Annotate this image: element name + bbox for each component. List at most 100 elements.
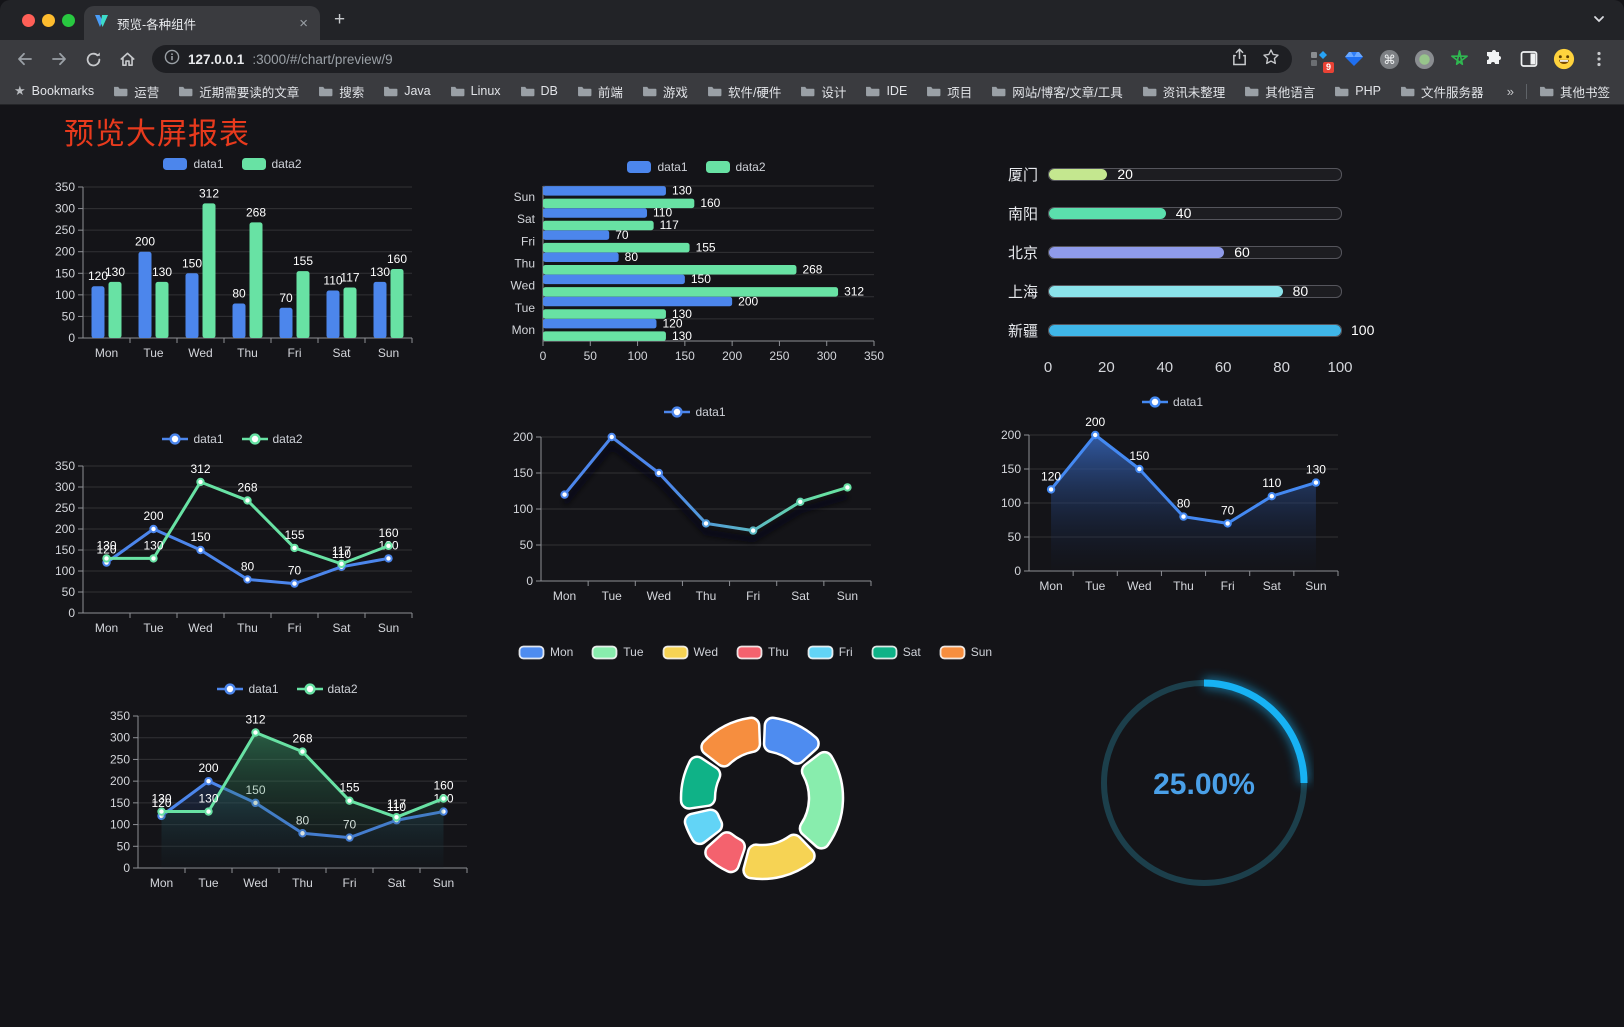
share-icon[interactable]	[1231, 48, 1248, 71]
bookmark-folder-PHP[interactable]: PHP	[1334, 82, 1381, 101]
legend-item-data2[interactable]: data2	[296, 682, 358, 696]
side-panel-icon[interactable]	[1518, 48, 1540, 70]
progress-value: 20	[1117, 166, 1133, 182]
legend-item-data1[interactable]: data1	[163, 157, 224, 171]
menu-dots-icon[interactable]	[1588, 48, 1610, 70]
svg-text:Mon: Mon	[1039, 579, 1062, 593]
browser-tab[interactable]: 预览-各种组件 ×	[84, 6, 320, 40]
legend-item-data2[interactable]: data2	[241, 432, 303, 446]
bookmarks-overflow-chevron[interactable]: »	[1506, 83, 1514, 99]
legend-item-data2[interactable]: data2	[241, 157, 302, 171]
window-minimize-button[interactable]	[42, 14, 55, 27]
svg-text:250: 250	[110, 752, 130, 766]
svg-text:312: 312	[199, 186, 219, 200]
svg-text:150: 150	[190, 530, 210, 544]
window-zoom-button[interactable]	[62, 14, 75, 27]
other-bookmarks[interactable]: 其他书签	[1539, 82, 1610, 101]
svg-text:Sat: Sat	[332, 346, 351, 360]
svg-text:Fri: Fri	[343, 876, 357, 890]
reload-icon[interactable]	[78, 44, 108, 74]
legend-item-data1[interactable]: data1	[217, 682, 279, 696]
legend-item-Sat[interactable]: Sat	[871, 645, 921, 660]
bookmark-folder-近期需要读的文章[interactable]: 近期需要读的文章	[178, 82, 299, 101]
tab-search-chevron-icon[interactable]	[1592, 12, 1606, 31]
bookmark-folder-文件服务器[interactable]: 文件服务器	[1400, 82, 1483, 101]
extension-dot-circle-icon[interactable]	[1413, 48, 1435, 70]
legend-item-Fri[interactable]: Fri	[807, 645, 853, 660]
svg-text:350: 350	[110, 709, 130, 723]
legend-item-data1[interactable]: data1	[664, 405, 726, 419]
svg-text:150: 150	[1001, 462, 1021, 476]
url-path: :3000/#/chart/preview/9	[252, 51, 393, 67]
legend-item-data1[interactable]: data1	[1141, 395, 1203, 409]
svg-text:80: 80	[1177, 497, 1191, 511]
profile-avatar[interactable]	[1553, 48, 1575, 70]
legend-item-Mon[interactable]: Mon	[518, 645, 573, 660]
window-close-button[interactable]	[22, 14, 35, 27]
progress-track: 60	[1048, 244, 1342, 260]
site-info-icon[interactable]	[164, 49, 180, 70]
legend-item-data1[interactable]: data1	[627, 160, 688, 174]
bookmark-folder-其他语言[interactable]: 其他语言	[1244, 82, 1315, 101]
new-tab-button[interactable]: +	[334, 9, 346, 30]
star-icon: ★	[14, 83, 26, 98]
svg-text:Sun: Sun	[378, 346, 399, 360]
donut-slice-Sun[interactable]	[700, 716, 762, 768]
svg-text:Sat: Sat	[332, 621, 351, 635]
svg-text:0: 0	[123, 861, 130, 875]
legend-item-data1[interactable]: data1	[162, 432, 224, 446]
bookmark-star-icon[interactable]	[1262, 48, 1280, 71]
svg-text:70: 70	[1221, 503, 1235, 517]
chart-legend: data1 data2	[45, 151, 420, 177]
svg-text:100: 100	[628, 349, 648, 363]
svg-text:150: 150	[1129, 449, 1149, 463]
legend-item-Sun[interactable]: Sun	[939, 645, 992, 660]
bookmark-folder-网站/博客/文章/工具[interactable]: 网站/博客/文章/工具	[991, 82, 1123, 101]
bookmark-folder-前端[interactable]: 前端	[577, 82, 623, 101]
donut-slice-Tue[interactable]	[798, 750, 845, 850]
donut-slice-Mon[interactable]	[762, 716, 820, 765]
bookmark-folder-Java[interactable]: Java	[383, 82, 431, 101]
svg-text:200: 200	[513, 430, 533, 444]
extension-collections-icon[interactable]: 9	[1308, 48, 1334, 73]
svg-text:Thu: Thu	[237, 346, 258, 360]
svg-text:Fri: Fri	[746, 589, 760, 603]
extension-green-star-icon[interactable]	[1448, 48, 1470, 70]
legend-item-Thu[interactable]: Thu	[736, 645, 789, 660]
tab-close-icon[interactable]: ×	[299, 14, 308, 32]
bookmark-folder-游戏[interactable]: 游戏	[642, 82, 688, 101]
svg-text:Wed: Wed	[243, 876, 267, 890]
bookmark-folder-软件/硬件[interactable]: 软件/硬件	[707, 82, 781, 101]
bookmark-folder-设计[interactable]: 设计	[800, 82, 846, 101]
url-bar[interactable]: 127.0.0.1 :3000/#/chart/preview/9	[152, 45, 1292, 73]
legend-item-Tue[interactable]: Tue	[591, 645, 644, 660]
bookmark-folder-搜索[interactable]: 搜索	[318, 82, 364, 101]
back-icon[interactable]	[10, 44, 40, 74]
donut-slice-Fri[interactable]	[683, 808, 724, 846]
svg-text:110: 110	[323, 274, 342, 288]
legend-item-Wed[interactable]: Wed	[662, 645, 718, 660]
home-icon[interactable]	[112, 44, 142, 74]
bookmarks-separator	[1525, 83, 1527, 99]
bookmark-folder-Linux[interactable]: Linux	[450, 82, 501, 101]
extension-command-icon[interactable]: ⌘	[1378, 48, 1400, 70]
bookmarks-root[interactable]: ★ Bookmarks	[14, 83, 94, 99]
donut-slice-Sat[interactable]	[679, 755, 722, 810]
svg-text:100: 100	[513, 502, 533, 516]
bookmark-folder-运营[interactable]: 运营	[113, 82, 159, 101]
extensions-puzzle-icon[interactable]	[1483, 48, 1505, 70]
svg-text:268: 268	[802, 263, 822, 277]
donut-slice-Wed[interactable]	[742, 833, 816, 881]
donut-slice-Thu[interactable]	[704, 831, 747, 874]
bookmark-folder-项目[interactable]: 项目	[926, 82, 972, 101]
bookmark-folder-资讯未整理[interactable]: 资讯未整理	[1142, 82, 1225, 101]
svg-text:Wed: Wed	[647, 589, 671, 603]
other-bookmarks-label: 其他书签	[1559, 85, 1610, 100]
svg-text:Mon: Mon	[150, 876, 173, 890]
forward-icon[interactable]	[44, 44, 74, 74]
bookmark-folder-IDE[interactable]: IDE	[865, 82, 907, 101]
legend-item-data2[interactable]: data2	[705, 160, 766, 174]
svg-text:150: 150	[182, 256, 202, 270]
extension-gem-icon[interactable]	[1343, 48, 1365, 70]
bookmark-folder-DB[interactable]: DB	[520, 82, 558, 101]
